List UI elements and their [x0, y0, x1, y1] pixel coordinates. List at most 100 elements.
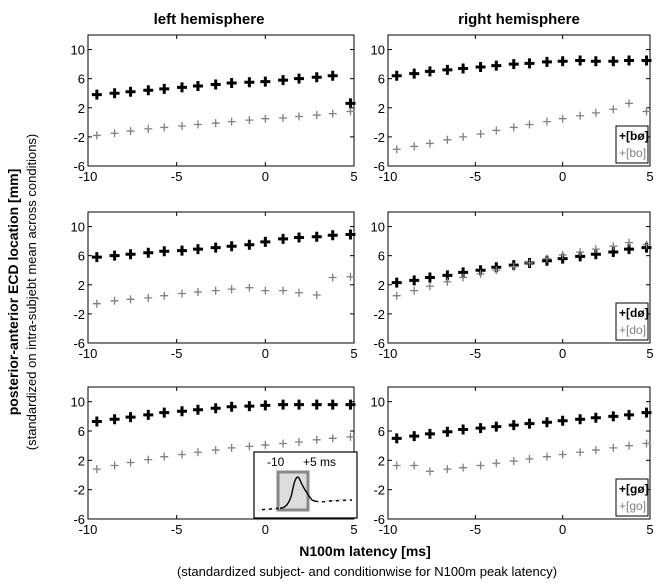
data-point-dark: [176, 406, 187, 417]
data-point-dark: [508, 420, 519, 431]
y-tick-label: 10: [371, 395, 385, 410]
data-point-dark: [226, 241, 237, 252]
data-point-dark: [409, 431, 420, 442]
y-tick-label: -6: [373, 512, 385, 527]
plot-frame: [387, 211, 651, 344]
y-tick-label: 6: [378, 72, 385, 87]
data-point-light: [625, 99, 634, 108]
inset-label-left: -10: [267, 455, 285, 469]
data-point-dark: [260, 76, 271, 87]
data-point-dark: [391, 433, 402, 444]
data-point-dark: [176, 82, 187, 93]
data-point-dark: [327, 399, 338, 410]
data-point-light: [591, 108, 600, 117]
data-point-dark: [458, 424, 469, 435]
x-tick-label: 0: [262, 169, 269, 184]
y-tick-label: 6: [378, 249, 385, 264]
column-title-left: left hemisphere: [154, 11, 265, 28]
inset-waveform: [257, 476, 353, 511]
y-axis-title: posterior-anterior ECD location [mm]: [5, 169, 21, 416]
data-point-dark: [210, 403, 221, 414]
data-point-light: [144, 293, 153, 302]
data-point-dark: [176, 245, 187, 256]
data-point-light: [261, 114, 270, 123]
data-point-dark: [345, 229, 356, 240]
data-point-light: [476, 461, 485, 470]
y-tick-label: 2: [78, 101, 85, 116]
data-point-light: [476, 269, 485, 278]
plot-frame: [387, 34, 651, 167]
inset-waveform-dash: [317, 499, 353, 503]
data-point-dark: [159, 83, 170, 94]
data-point-light: [92, 465, 101, 474]
data-point-dark: [143, 247, 154, 258]
data-point-light: [492, 126, 501, 135]
data-point-light: [110, 129, 119, 138]
data-point-light: [295, 288, 304, 297]
data-point-light: [245, 283, 254, 292]
inset-waveform-dash: [257, 507, 281, 511]
x-tick-label: -10: [379, 346, 398, 361]
data-point-dark: [409, 68, 420, 79]
data-point-light: [558, 114, 567, 123]
data-point-light: [126, 127, 135, 136]
column-title-right: right hemisphere: [458, 11, 580, 28]
data-point-light: [410, 461, 419, 470]
y-tick-label: 10: [371, 43, 385, 58]
data-point-light: [392, 291, 401, 300]
x-tick-label: 5: [646, 169, 653, 184]
data-point-light: [425, 467, 434, 476]
data-point-dark: [260, 236, 271, 247]
y-tick-label: 2: [78, 278, 85, 293]
y-tick-label: 6: [78, 249, 85, 264]
data-point-dark: [91, 252, 102, 263]
y-tick-label: 2: [78, 453, 85, 468]
y-tick-label: -2: [373, 483, 385, 498]
data-point-dark: [608, 411, 619, 422]
panel-right-row1: 10 6 2 -2 -6-10 -5 0 5 +[bø] +[bo]: [371, 34, 654, 184]
data-point-light: [459, 273, 468, 282]
data-point-dark: [109, 250, 120, 261]
data-point-light: [443, 277, 452, 286]
data-point-dark: [442, 64, 453, 75]
panel-right-row2: 10 6 2 -2 -6-10 -5 0 5 +[dø] +[do]: [371, 211, 654, 361]
data-point-light: [177, 450, 186, 459]
data-point-dark: [294, 399, 305, 410]
data-point-light: [609, 443, 618, 452]
y-tick-label: -2: [73, 130, 85, 145]
data-point-light: [126, 458, 135, 467]
y-tick-label: -6: [73, 512, 85, 527]
data-point-dark: [345, 399, 356, 410]
data-point-light: [525, 258, 534, 267]
data-point-light: [625, 238, 634, 247]
y-tick-label: 6: [378, 424, 385, 439]
data-point-light: [642, 439, 651, 448]
data-point-dark: [125, 412, 136, 423]
data-point-light: [392, 461, 401, 470]
data-point-light: [144, 455, 153, 464]
legend-box: [615, 125, 649, 164]
data-point-dark: [159, 246, 170, 257]
data-point-dark: [278, 233, 289, 244]
data-point-dark: [244, 77, 255, 88]
legend-entry: +[dø]: [619, 306, 649, 320]
y-tick-label: -2: [73, 307, 85, 322]
data-point-dark: [557, 415, 568, 426]
data-point-light: [576, 248, 585, 257]
data-point-dark: [192, 80, 203, 91]
y-tick-label: 10: [71, 220, 85, 235]
y-tick-label: -2: [373, 307, 385, 322]
data-point-light: [160, 123, 169, 132]
data-point-light: [144, 124, 153, 133]
data-point-dark: [575, 414, 586, 425]
data-point-light: [245, 442, 254, 451]
data-point-light: [410, 286, 419, 295]
data-point-light: [261, 286, 270, 295]
data-point-dark: [624, 55, 635, 66]
data-point-dark: [475, 62, 486, 73]
data-point-dark: [424, 66, 435, 77]
data-point-light: [261, 440, 270, 449]
data-point-light: [328, 434, 337, 443]
